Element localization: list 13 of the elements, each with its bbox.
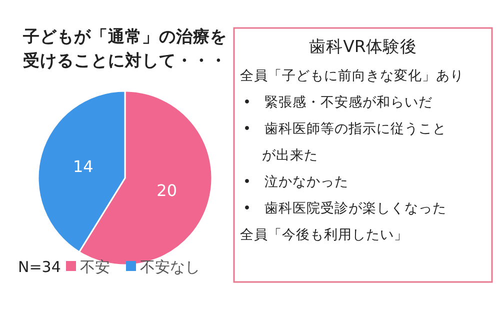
text: • 歯科医師等の指示に従うことが出来た (243, 121, 446, 164)
data-label: 20 (156, 180, 178, 200)
text: • 緊張感・不安感が和らいだ (243, 94, 432, 110)
text: 歯科VR体験後 (309, 37, 417, 56)
chart-title: 子どもが「通常」の治療を受けることに対して・・・ (22, 27, 227, 70)
text: 全員「子どもに前向きな変化」あり (240, 68, 464, 84)
text: • 歯科医院受診が楽しくなった (243, 200, 446, 216)
text: 全員「今後も利用したい」 (240, 227, 408, 243)
data-label: 14 (72, 157, 94, 176)
legend-label: 不安 (80, 258, 110, 276)
text: • 泣かなかった (243, 174, 348, 190)
legend-label: 不安なし (140, 258, 200, 276)
text: N=34 (18, 258, 61, 276)
